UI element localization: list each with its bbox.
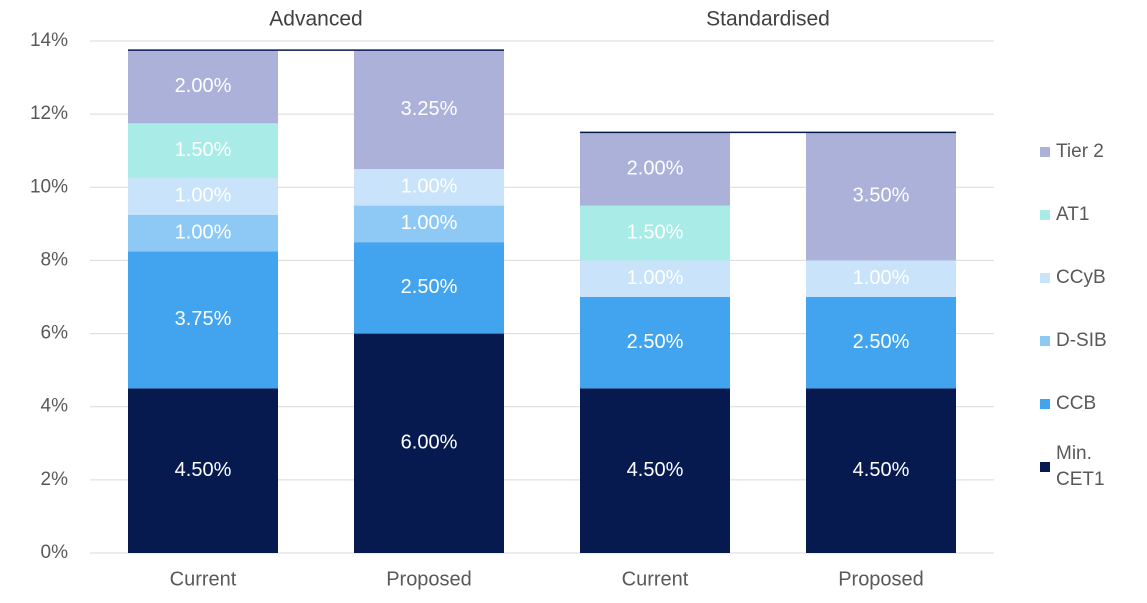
y-tick-label: 10% xyxy=(30,176,68,197)
bar-segment xyxy=(128,50,278,124)
legend: Tier 2 AT1 CCyB D-SIB CCB Min. CET1 xyxy=(1040,120,1140,498)
legend-entry: Min. CET1 xyxy=(1040,435,1140,498)
legend-entry: Tier 2 xyxy=(1040,120,1140,183)
value-label: 1.00% xyxy=(853,267,910,289)
legend-label: CCyB xyxy=(1056,266,1106,288)
y-tick-label: 4% xyxy=(41,396,69,417)
legend-swatch xyxy=(1040,461,1050,472)
value-label: 3.75% xyxy=(175,308,232,330)
legend-swatch xyxy=(1040,398,1050,409)
legend-entry: CCB xyxy=(1040,372,1140,435)
bar-segment xyxy=(128,251,278,389)
legend-label: CCB xyxy=(1056,392,1097,414)
bar-segment xyxy=(580,260,730,297)
legend-swatch xyxy=(1040,272,1050,283)
legend-label: D-SIB xyxy=(1056,329,1107,351)
legend-label: Tier 2 xyxy=(1056,140,1104,162)
bar-segment xyxy=(354,242,504,334)
group-label: Advanced xyxy=(269,8,362,31)
bar-segment xyxy=(580,205,730,261)
value-label: 1.00% xyxy=(401,212,458,234)
value-label: 4.50% xyxy=(175,459,232,481)
bar-segment xyxy=(354,50,504,170)
legend-swatch xyxy=(1040,146,1050,157)
x-tick-label: Proposed xyxy=(838,568,924,590)
bar-segment xyxy=(354,169,504,206)
value-label: 4.50% xyxy=(627,459,684,481)
value-label: 2.00% xyxy=(175,75,232,97)
bar-segment xyxy=(806,260,956,297)
y-tick-label: 8% xyxy=(41,249,69,270)
bar-segment xyxy=(354,333,504,553)
x-tick-label: Proposed xyxy=(386,568,472,590)
legend-label: Min. CET1 xyxy=(1056,442,1105,490)
value-label: 3.50% xyxy=(853,185,910,207)
y-tick-label: 0% xyxy=(41,542,69,563)
bar-segment xyxy=(128,214,278,252)
bar-segment xyxy=(128,388,278,553)
bar-segment xyxy=(806,388,956,553)
legend-entry: AT1 xyxy=(1040,183,1140,246)
bar-segment xyxy=(128,123,278,179)
bar-segment xyxy=(806,132,956,261)
value-label: 6.00% xyxy=(401,432,458,454)
y-tick-label: 2% xyxy=(41,469,69,490)
value-label: 1.50% xyxy=(175,139,232,161)
legend-swatch xyxy=(1040,209,1050,220)
bar-segment xyxy=(354,205,504,243)
bar-segment xyxy=(128,178,278,215)
value-label: 3.25% xyxy=(401,98,458,120)
bar-segment xyxy=(806,297,956,389)
value-label: 1.00% xyxy=(627,267,684,289)
value-label: 2.50% xyxy=(627,331,684,353)
legend-entry: D-SIB xyxy=(1040,309,1140,372)
legend-label: AT1 xyxy=(1056,203,1090,225)
value-label: 2.50% xyxy=(401,276,458,298)
y-tick-label: 14% xyxy=(30,30,68,51)
value-label: 1.00% xyxy=(175,221,232,243)
x-tick-label: Current xyxy=(622,568,689,590)
bar-segment xyxy=(580,388,730,553)
y-tick-label: 6% xyxy=(41,323,69,344)
legend-swatch xyxy=(1040,335,1050,346)
value-label: 4.50% xyxy=(853,459,910,481)
bar-segment xyxy=(580,132,730,206)
value-label: 1.00% xyxy=(401,176,458,198)
x-tick-label: Current xyxy=(170,568,237,590)
y-tick-label: 12% xyxy=(30,103,68,124)
value-label: 2.50% xyxy=(853,331,910,353)
legend-entry: CCyB xyxy=(1040,246,1140,309)
value-label: 2.00% xyxy=(627,157,684,179)
value-label: 1.00% xyxy=(175,185,232,207)
group-label: Standardised xyxy=(706,8,830,31)
bar-segment xyxy=(580,297,730,389)
value-label: 1.50% xyxy=(627,221,684,243)
